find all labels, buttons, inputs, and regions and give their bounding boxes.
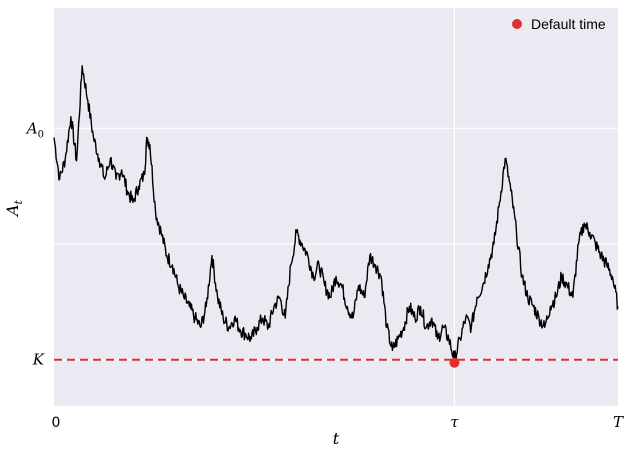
y-tick-labels: A0 K [25, 119, 45, 368]
svg-text:At: At [3, 199, 25, 218]
x-tick-label: τ [450, 413, 459, 431]
x-axis-label: t [333, 429, 340, 448]
x-tick-labels: 0 τ T [52, 413, 624, 431]
y-axis-label-sub: t [12, 199, 25, 204]
legend-label: Default time [531, 16, 606, 32]
x-tick-label: 0 [52, 415, 61, 431]
legend: Default time [512, 16, 606, 32]
asset-value-path [53, 65, 619, 363]
x-tick-label: T [613, 413, 624, 431]
plot-background [54, 8, 618, 406]
y-axis-label-main: A [3, 204, 22, 218]
legend-marker [512, 19, 522, 29]
y-tick-label: A0 [25, 119, 44, 140]
y-tick-label: K [32, 351, 45, 369]
y-axis-label: At [3, 199, 25, 218]
default-time-marker [449, 357, 460, 368]
